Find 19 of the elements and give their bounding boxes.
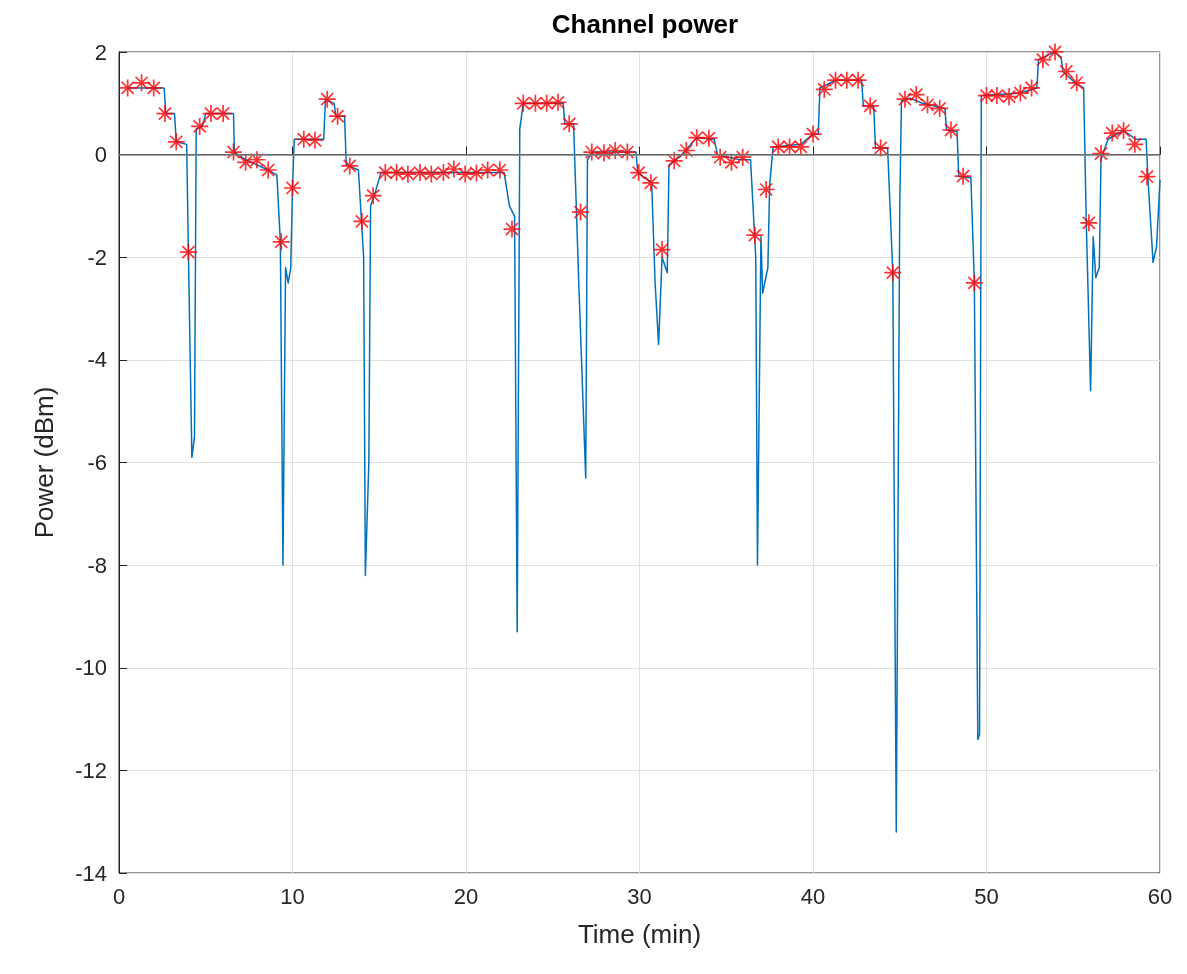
- chart-title: Channel power: [551, 9, 739, 39]
- x-tick-label: 20: [453, 883, 479, 909]
- x-tick-label: 0: [112, 883, 126, 909]
- y-tick-label: -10: [75, 655, 107, 681]
- y-tick-label: -14: [75, 860, 107, 886]
- y-tick-label: 0: [94, 142, 107, 168]
- x-tick-label: 60: [1147, 883, 1173, 909]
- x-tick-label: 10: [280, 883, 305, 909]
- y-tick-label: -2: [87, 244, 107, 270]
- x-tick-label: 50: [974, 883, 999, 909]
- y-tick-label: -8: [87, 552, 107, 578]
- y-tick-label: 2: [94, 39, 107, 65]
- y-axis-title: Power (dBm): [29, 386, 59, 539]
- y-tick-label: -6: [87, 450, 107, 475]
- y-tick-label: -4: [87, 347, 107, 373]
- x-tick-label: 40: [800, 883, 826, 909]
- x-tick-label: 30: [627, 883, 652, 909]
- x-axis-title: Time (min): [577, 919, 702, 949]
- y-tick-label: -12: [75, 757, 107, 783]
